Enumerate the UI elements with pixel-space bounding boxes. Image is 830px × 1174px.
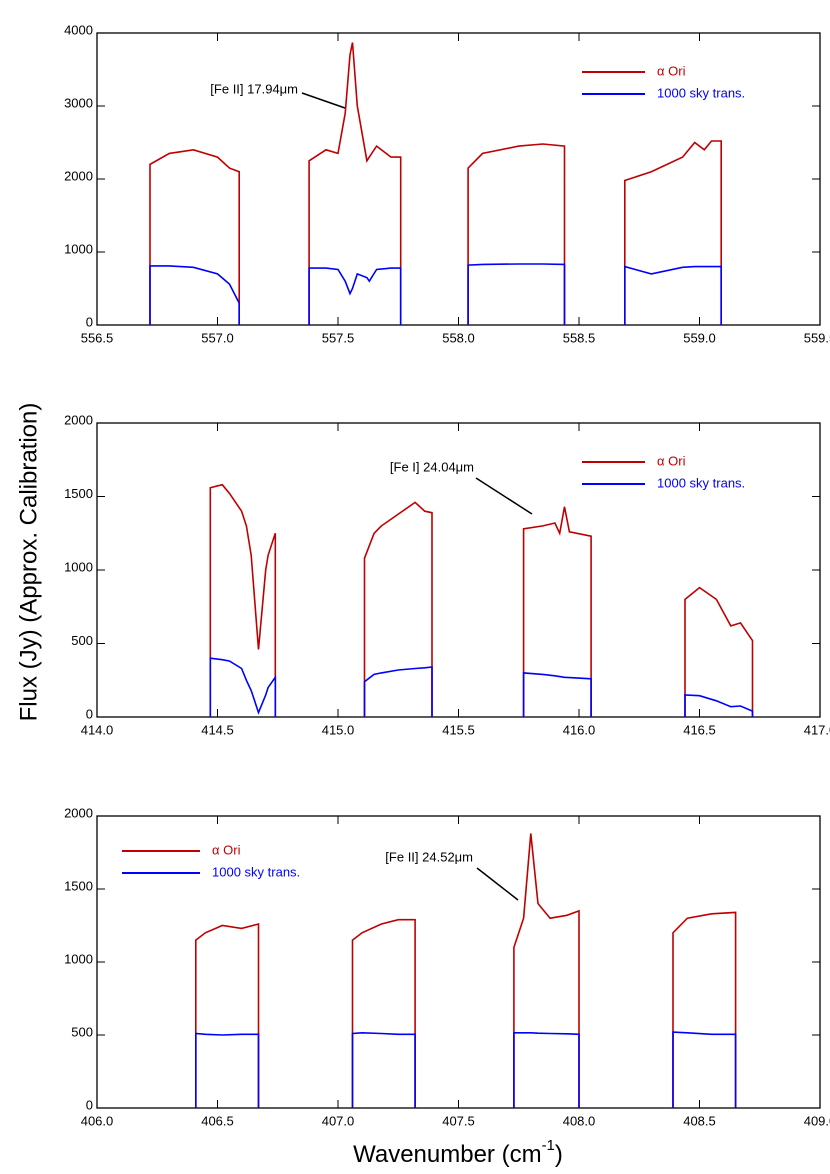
x-axis-label: Wavenumber (cm-1) [353,1137,563,1168]
x-axis-label-sup: -1 [542,1137,555,1154]
annotation-arrow [476,867,519,901]
x-tick-label: 557.0 [201,330,234,345]
annotation: [Fe II] 24.52μm [385,849,473,864]
legend-label: α Ori [657,453,686,468]
y-tick-label: 1500 [64,878,93,893]
y-tick-label: 500 [71,633,93,648]
x-axis-label-end: ) [555,1141,563,1168]
y-tick-label: 1000 [64,559,93,574]
y-tick-label: 1000 [64,951,93,966]
data-line [195,1031,737,1108]
x-tick-label: 409.0 [804,1113,830,1128]
legend-label: α Ori [657,63,686,78]
legend-label: α Ori [212,842,241,857]
x-tick-label: 416.5 [683,722,716,737]
data-line [149,42,722,325]
x-tick-label: 415.0 [322,722,355,737]
y-axis-label: Flux (Jy) (Approx. Calibration) [15,403,42,722]
data-line [209,483,754,717]
data-line [209,657,754,717]
x-tick-label: 414.5 [201,722,234,737]
y-tick-label: 0 [86,314,93,329]
x-tick-label: 417.0 [804,722,830,737]
x-tick-label: 559.5 [804,330,830,345]
annotation: [Fe I] 24.04μm [390,459,474,474]
x-tick-label: 556.5 [81,330,114,345]
data-line [195,833,737,1108]
x-tick-label: 408.5 [683,1113,716,1128]
legend-label: 1000 sky trans. [657,475,745,490]
x-axis-label-text: Wavenumber (cm [353,1141,541,1168]
plot-frame [96,32,821,326]
x-tick-label: 407.5 [442,1113,475,1128]
annotation: [Fe II] 17.94μm [210,81,298,96]
x-tick-label: 414.0 [81,722,114,737]
x-tick-label: 558.0 [442,330,475,345]
x-tick-label: 416.0 [563,722,596,737]
y-tick-label: 1500 [64,486,93,501]
y-tick-label: 0 [86,706,93,721]
annotation-arrow [475,477,533,515]
y-tick-label: 1000 [64,241,93,256]
y-tick-label: 0 [86,1097,93,1112]
x-tick-label: 407.0 [322,1113,355,1128]
y-tick-label: 2000 [64,168,93,183]
y-tick-label: 2000 [64,412,93,427]
y-tick-label: 4000 [64,22,93,37]
y-tick-label: 3000 [64,95,93,110]
x-tick-label: 406.0 [81,1113,114,1128]
legend-label: 1000 sky trans. [657,85,745,100]
data-line [149,263,722,325]
x-tick-label: 557.5 [322,330,355,345]
x-tick-label: 406.5 [201,1113,234,1128]
legend-label: 1000 sky trans. [212,864,300,879]
x-tick-label: 415.5 [442,722,475,737]
x-tick-label: 559.0 [683,330,716,345]
y-tick-label: 2000 [64,805,93,820]
x-tick-label: 558.5 [563,330,596,345]
y-tick-label: 500 [71,1024,93,1039]
annotation-arrow [301,92,346,109]
x-tick-label: 408.0 [563,1113,596,1128]
